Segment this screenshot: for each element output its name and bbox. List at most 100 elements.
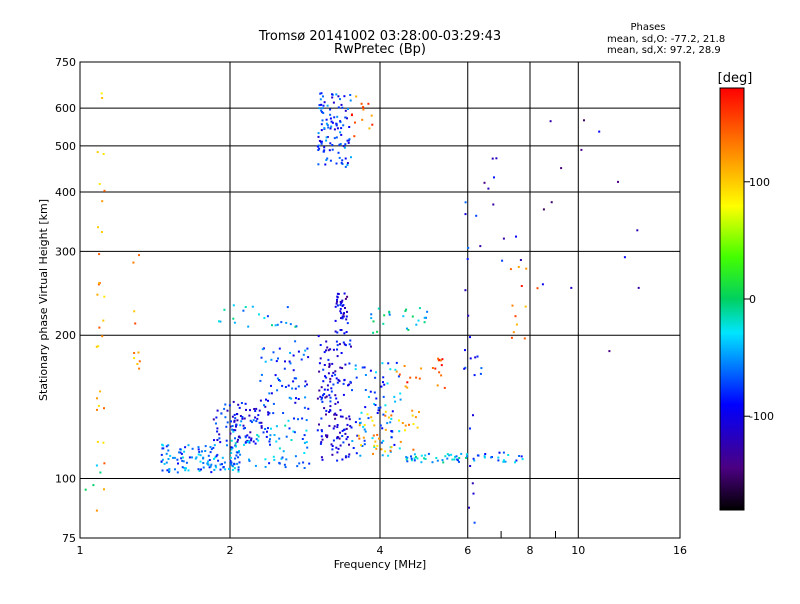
echo-point (251, 421, 253, 424)
echo-point (358, 437, 361, 440)
echo-point (477, 454, 480, 457)
echo-point (340, 312, 343, 315)
echo-point (425, 316, 427, 319)
echo-point (246, 434, 249, 437)
echo-point (376, 412, 379, 414)
echo-point (264, 458, 267, 461)
echo-point (384, 414, 387, 417)
echo-point (215, 455, 218, 458)
echo-point (346, 310, 348, 313)
echo-point (373, 391, 376, 394)
echo-point (268, 412, 271, 415)
echo-point (483, 456, 486, 459)
echo-point (337, 95, 340, 98)
echo-point (329, 142, 332, 145)
echo-point (334, 402, 337, 405)
echo-point (406, 386, 409, 389)
echo-point (357, 434, 360, 437)
echo-point (327, 372, 330, 375)
echo-point (525, 267, 528, 270)
echo-point (202, 456, 205, 459)
echo-point (319, 344, 322, 346)
echo-point (395, 361, 398, 364)
echo-point (242, 427, 245, 430)
echo-point (341, 159, 344, 162)
echo-point (161, 443, 164, 446)
echo-point (389, 421, 392, 424)
echo-point (173, 456, 176, 459)
echo-point (560, 167, 563, 170)
echo-point (197, 448, 200, 451)
echo-point (216, 427, 219, 430)
echo-point (260, 373, 263, 376)
echo-point (550, 201, 553, 204)
echo-point (474, 356, 477, 359)
echo-point (224, 403, 227, 406)
echo-point (269, 438, 271, 441)
x-tick-label: 2 (227, 544, 234, 557)
echo-point (212, 446, 215, 449)
echo-point (198, 450, 201, 453)
echo-point (363, 424, 366, 426)
echo-point (221, 456, 224, 459)
echo-point (390, 414, 393, 417)
echo-point (326, 124, 329, 127)
echo-point (329, 380, 332, 383)
echo-point (329, 396, 332, 399)
echo-point (317, 163, 320, 166)
echo-point (349, 380, 352, 383)
echo-point (411, 315, 414, 318)
echo-point (418, 377, 421, 380)
echo-point (637, 286, 640, 289)
echo-point (362, 108, 365, 111)
echo-point (390, 430, 393, 433)
echo-point (570, 286, 573, 289)
echo-point (335, 124, 338, 127)
echo-point (336, 344, 339, 347)
echo-point (344, 456, 347, 459)
echo-point (443, 386, 446, 389)
echo-point (92, 484, 95, 487)
echo-point (362, 436, 365, 439)
echo-point (329, 127, 332, 130)
echo-point (455, 455, 458, 458)
echo-point (347, 141, 350, 144)
echo-point (183, 467, 186, 469)
echo-point (303, 452, 306, 454)
echo-point (331, 448, 334, 451)
echo-point (269, 443, 271, 446)
echo-point (339, 120, 342, 123)
echo-point (350, 156, 352, 159)
echo-point (333, 137, 336, 140)
echo-point (399, 392, 402, 395)
echo-point (318, 139, 321, 142)
echo-point (317, 132, 320, 135)
echo-point (359, 454, 362, 457)
echo-point (236, 451, 239, 454)
echo-point (265, 398, 267, 401)
echo-point (294, 387, 297, 390)
echo-point (318, 104, 321, 107)
echo-point (223, 407, 226, 410)
echo-point (373, 446, 376, 448)
echo-point (517, 266, 520, 268)
echo-point (398, 373, 401, 376)
echo-point (406, 460, 409, 463)
echo-point (390, 436, 393, 439)
echo-point (100, 92, 103, 95)
echo-point (200, 468, 202, 471)
echo-point (258, 313, 260, 316)
echo-point (344, 344, 347, 347)
echo-point (465, 456, 467, 459)
echo-point (355, 95, 358, 98)
echo-point (320, 435, 323, 438)
echo-point (335, 93, 338, 96)
echo-point (415, 323, 418, 326)
echo-point (318, 362, 321, 365)
echo-point (363, 428, 366, 431)
echo-point (255, 438, 258, 441)
echo-point (215, 422, 217, 425)
echo-point (440, 364, 443, 367)
echo-point (487, 187, 490, 190)
echo-point (423, 321, 426, 324)
